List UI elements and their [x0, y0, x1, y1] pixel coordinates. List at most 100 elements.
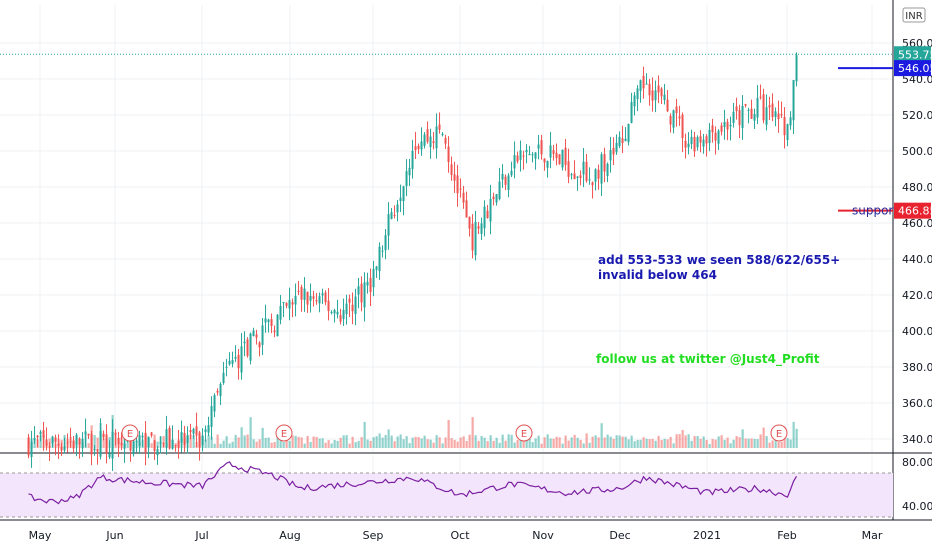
- candle-body: [747, 109, 750, 111]
- volume-bar: [672, 443, 675, 448]
- candle-body: [360, 283, 363, 303]
- candle-body: [627, 123, 630, 143]
- volume-bar: [774, 437, 777, 448]
- currency-badge: [902, 7, 926, 23]
- rsi-line: [28, 461, 798, 505]
- currency-label: INR: [905, 11, 922, 22]
- candle-body: [30, 441, 33, 458]
- price-tick-label: 420.00: [902, 289, 932, 302]
- candle-body: [447, 146, 450, 162]
- volume-bar: [723, 439, 726, 448]
- candle-body: [381, 250, 384, 252]
- volume-bar: [687, 434, 690, 448]
- candle-body: [723, 121, 726, 128]
- volume-bar: [252, 439, 255, 448]
- candle-body: [387, 214, 390, 236]
- candle-body: [606, 163, 609, 176]
- volume-bar: [246, 434, 249, 448]
- candle-body: [213, 395, 216, 412]
- volume-bar: [213, 443, 216, 448]
- candle-body: [315, 300, 318, 302]
- candle-body: [375, 266, 378, 270]
- volume-bar: [501, 434, 504, 448]
- volume-bar: [405, 436, 408, 448]
- candle-body: [372, 269, 375, 288]
- volume-bar: [489, 435, 492, 448]
- candle-body: [159, 442, 162, 444]
- volume-bar: [666, 439, 669, 448]
- candle-body: [390, 212, 393, 219]
- candle-body: [624, 138, 627, 142]
- volume-bar: [276, 435, 279, 448]
- volume-bar: [795, 428, 798, 448]
- candle-body: [513, 155, 516, 169]
- volume-bar: [162, 435, 165, 448]
- volume-bar: [561, 443, 564, 448]
- candle-body: [552, 150, 555, 154]
- volume-bar: [513, 442, 516, 448]
- volume-bar: [741, 429, 744, 448]
- candle-body: [147, 436, 150, 448]
- earnings-marker-label: E: [521, 429, 527, 440]
- time-tick-label: Jun: [105, 529, 123, 542]
- candle-body: [666, 99, 669, 112]
- price-tick-label: 360.00: [902, 397, 932, 410]
- candle-body: [141, 435, 144, 438]
- volume-bar: [642, 437, 645, 448]
- volume-bar: [465, 441, 468, 448]
- candle-body: [417, 145, 420, 150]
- candle-body: [210, 406, 213, 427]
- volume-bar: [726, 437, 729, 448]
- candle-body: [741, 105, 744, 129]
- volume-bar: [579, 439, 582, 448]
- candle-body: [75, 434, 78, 445]
- candle-body: [312, 296, 315, 299]
- candle-body: [486, 210, 489, 219]
- candle-body: [345, 303, 348, 314]
- volume-bar: [126, 437, 129, 448]
- volume-bar: [456, 441, 459, 448]
- candle-body: [534, 152, 537, 159]
- candle-body: [135, 440, 138, 442]
- volume-bar: [618, 435, 621, 448]
- volume-bar: [423, 435, 426, 448]
- candle-body: [96, 448, 99, 452]
- candle-body: [468, 216, 471, 229]
- volume-bar: [450, 438, 453, 448]
- candle-body: [198, 432, 201, 448]
- volume-bar: [675, 434, 678, 448]
- volume-bar: [636, 439, 639, 448]
- candle-body: [708, 129, 711, 144]
- candle-body: [777, 113, 780, 119]
- volume-bar: [390, 435, 393, 448]
- candle-body: [603, 154, 606, 172]
- candle-body: [219, 383, 222, 397]
- volume-bar: [342, 435, 345, 448]
- candle-body: [396, 204, 399, 213]
- volume-bar: [396, 436, 399, 448]
- volume-bar: [348, 443, 351, 448]
- support-level-box: [894, 202, 931, 219]
- candle-body: [672, 110, 675, 128]
- candle-body: [276, 314, 279, 337]
- candle-body: [498, 181, 501, 200]
- candle-body: [201, 435, 204, 446]
- volume-bar: [261, 427, 264, 448]
- candle-body: [594, 169, 597, 182]
- candle-body: [573, 173, 576, 180]
- candle-body: [351, 304, 354, 312]
- volume-bar: [777, 441, 780, 448]
- candle-body: [111, 431, 114, 459]
- candle-body: [303, 288, 306, 300]
- volume-bar: [492, 440, 495, 448]
- volume-bar: [564, 435, 567, 448]
- candle-body: [336, 311, 339, 315]
- candle-body: [495, 194, 498, 203]
- volume-bar: [519, 435, 522, 448]
- volume-bar: [663, 438, 666, 448]
- volume-bar: [549, 438, 552, 448]
- volume-bar: [654, 440, 657, 448]
- candle-body: [762, 94, 765, 121]
